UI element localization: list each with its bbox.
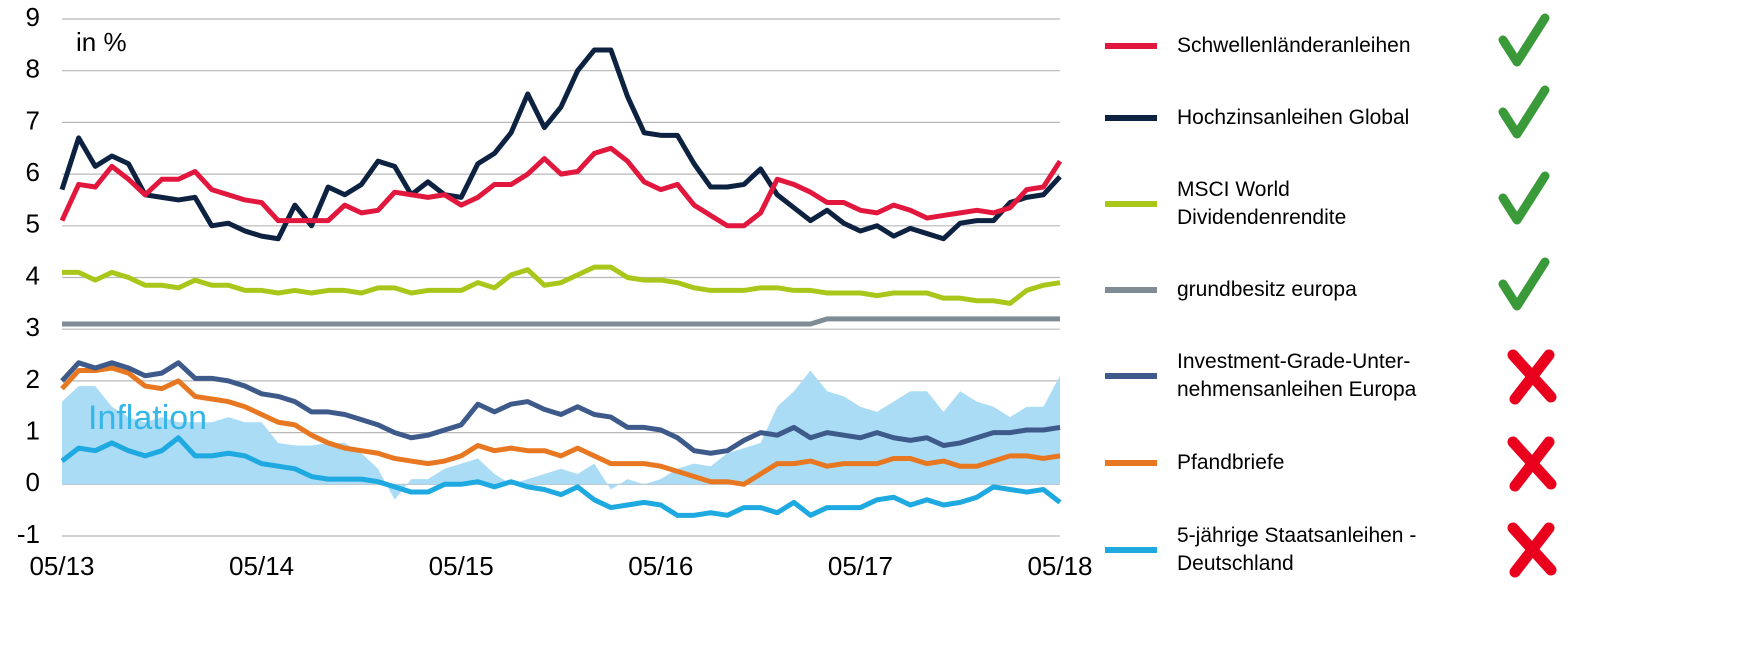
legend-swatch bbox=[1105, 373, 1157, 379]
legend-label: Hochzinsanleihen Global bbox=[1177, 106, 1410, 129]
x-tick-label: 05/15 bbox=[429, 551, 494, 581]
status-icons bbox=[1498, 13, 1557, 578]
line bbox=[62, 264, 1061, 306]
line bbox=[62, 316, 1060, 327]
legend-label: Investment-Grade-Unter- nehmensanleihen … bbox=[1177, 350, 1417, 401]
line bbox=[60, 435, 1062, 518]
x-tick-label: 05/17 bbox=[828, 551, 893, 581]
legend-label: 5-jährige Staatsanleihen - Deutschland bbox=[1177, 524, 1417, 575]
y-tick-label: 9 bbox=[26, 2, 40, 32]
area bbox=[62, 370, 1060, 500]
legend: Schwellenländeranleihen Hochzinsanleihen … bbox=[1105, 0, 1485, 651]
plot: -1 0 1 2 3 4 5 6 7 8 9 05/13 05/14 05/15 05/16 05/17 05/… bbox=[17, 2, 1093, 581]
y-tick-label: 0 bbox=[26, 467, 40, 497]
legend-label: grundbesitz europa bbox=[1177, 278, 1357, 301]
legend-label: Schwellenländeranleihen bbox=[1177, 34, 1411, 57]
y-tick-label: 4 bbox=[26, 260, 40, 290]
y-tick-label: 1 bbox=[26, 415, 40, 445]
cross-icon bbox=[1507, 522, 1557, 578]
cross-icon bbox=[1507, 436, 1557, 492]
check-icon bbox=[1498, 257, 1550, 311]
check-icon bbox=[1498, 171, 1550, 225]
lines bbox=[59, 47, 1063, 518]
cross-icon bbox=[1507, 349, 1557, 405]
areas bbox=[62, 370, 1060, 500]
legend-swatch bbox=[1105, 460, 1157, 466]
legend-item: 5-jährige Staatsanleihen - Deutschland bbox=[1105, 520, 1416, 580]
y-tick-label: 7 bbox=[26, 105, 40, 135]
x-tick-label: 05/14 bbox=[229, 551, 294, 581]
y-tick-label: 5 bbox=[26, 209, 40, 239]
unit-annotation: in % bbox=[76, 27, 127, 57]
y-tick-label: 8 bbox=[26, 54, 40, 84]
legend-item: Investment-Grade-Unter- nehmensanleihen … bbox=[1105, 346, 1416, 406]
y-tick-label: 2 bbox=[26, 364, 40, 394]
line bbox=[59, 47, 1062, 242]
check-icon bbox=[1498, 85, 1550, 139]
area-label: Inflation bbox=[88, 399, 207, 437]
line bbox=[60, 365, 1061, 487]
legend-swatch bbox=[1105, 547, 1157, 553]
legend-item: MSCI World Dividendenrendite bbox=[1105, 174, 1346, 234]
y-tick-label: -1 bbox=[17, 519, 40, 549]
legend-swatch bbox=[1105, 201, 1157, 207]
labels: -1 0 1 2 3 4 5 6 7 8 9 05/13 05/14 05/15 05/16 05/17 05/… bbox=[17, 2, 1093, 581]
y-tick-label: 3 bbox=[26, 312, 40, 342]
legend-label: MSCI World Dividendenrendite bbox=[1177, 178, 1347, 229]
check-icon bbox=[1498, 13, 1550, 67]
legend-item: Pfandbriefe bbox=[1105, 433, 1284, 493]
legend-item: Schwellenländeranleihen bbox=[1105, 16, 1411, 76]
legend-swatch bbox=[1105, 43, 1157, 49]
legend-label: Pfandbriefe bbox=[1177, 451, 1285, 474]
line bbox=[59, 145, 1063, 229]
legend-swatch bbox=[1105, 287, 1157, 293]
x-tick-label: 05/18 bbox=[1027, 551, 1092, 581]
legend-item: grundbesitz europa bbox=[1105, 260, 1357, 320]
y-tick-label: 6 bbox=[26, 157, 40, 187]
legend-item: Hochzinsanleihen Global bbox=[1105, 88, 1409, 148]
x-tick-label: 05/16 bbox=[628, 551, 693, 581]
line bbox=[60, 360, 1061, 456]
x-tick-label: 05/13 bbox=[29, 551, 94, 581]
legend-swatch bbox=[1105, 115, 1157, 121]
